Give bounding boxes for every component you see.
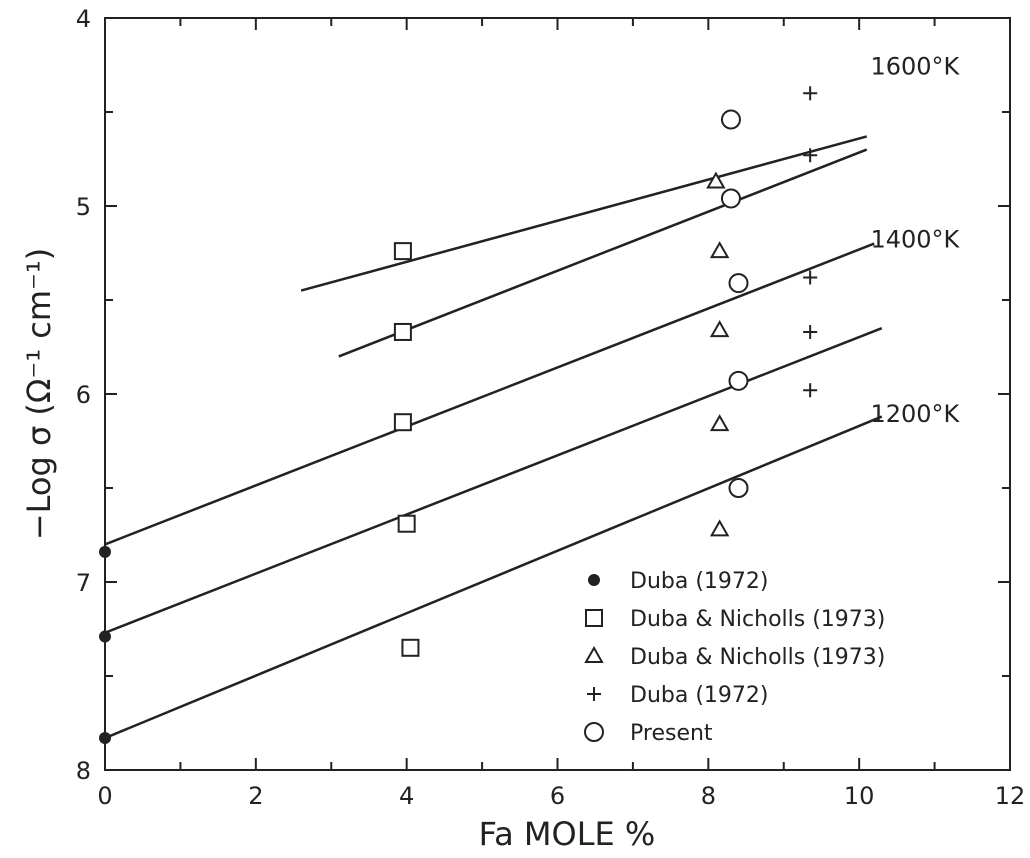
circle-marker bbox=[728, 478, 749, 498]
fit-line bbox=[104, 415, 883, 740]
curve-label: 1200°K bbox=[870, 400, 960, 428]
plus-marker bbox=[587, 687, 601, 701]
circle-marker bbox=[720, 109, 741, 130]
curve-label: 1400°K bbox=[870, 225, 960, 253]
square-marker bbox=[401, 638, 420, 657]
curve-labels: 1600°K 1400°K 1200°K bbox=[870, 52, 960, 428]
x-tick-label: 4 bbox=[399, 782, 414, 810]
triangle-marker bbox=[709, 519, 730, 537]
filled-dot-marker bbox=[99, 630, 111, 643]
axis-ticks bbox=[104, 17, 1011, 771]
plus-marker bbox=[803, 148, 818, 163]
x-tick-label: 12 bbox=[995, 782, 1026, 810]
legend-entry-label: Duba (1972) bbox=[630, 683, 768, 708]
triangle-marker bbox=[584, 645, 604, 663]
triangle-marker bbox=[709, 414, 730, 432]
y-tick-label: 6 bbox=[76, 381, 91, 409]
x-tick-label: 2 bbox=[248, 782, 263, 810]
legend-entry-label: Present bbox=[630, 721, 713, 746]
x-tick-label: 8 bbox=[701, 782, 716, 810]
x-tick-label: 6 bbox=[550, 782, 565, 810]
y-tick-labels: 4 5 6 7 8 bbox=[76, 5, 91, 785]
triangle-marker bbox=[706, 171, 726, 189]
legend: Duba (1972) Duba & Nicholls (1973) Duba & … bbox=[584, 569, 885, 746]
square-marker bbox=[397, 514, 416, 533]
legend-entry-label: Duba & Nicholls (1973) bbox=[630, 645, 885, 670]
triangle-marker bbox=[709, 241, 730, 259]
circle-marker bbox=[728, 273, 749, 294]
square-marker bbox=[393, 322, 412, 341]
filled-dot-marker bbox=[99, 545, 111, 558]
circle-marker bbox=[720, 188, 741, 209]
fit-line bbox=[338, 148, 868, 358]
y-tick-label: 7 bbox=[76, 569, 91, 597]
y-tick-label: 8 bbox=[76, 757, 91, 785]
square-marker bbox=[393, 413, 412, 432]
data-markers bbox=[99, 86, 818, 745]
plus-marker bbox=[803, 383, 818, 398]
plus-marker bbox=[803, 86, 818, 101]
triangle-marker bbox=[709, 320, 730, 338]
fit-line bbox=[104, 242, 875, 546]
fit-lines bbox=[104, 135, 883, 740]
x-tick-label: 0 bbox=[97, 782, 112, 810]
x-axis-title: Fa MOLE % bbox=[479, 815, 656, 853]
filled-dot-marker bbox=[99, 732, 111, 745]
filled-dot-marker bbox=[588, 574, 600, 586]
fit-line bbox=[104, 327, 883, 634]
y-axis-title: −Log σ (Ω⁻¹ cm⁻¹) bbox=[20, 248, 58, 540]
square-marker bbox=[393, 242, 412, 261]
plus-marker bbox=[803, 270, 818, 285]
fit-line bbox=[300, 135, 868, 292]
y-tick-label: 4 bbox=[76, 5, 91, 33]
y-tick-label: 5 bbox=[76, 193, 91, 221]
curve-label: 1600°K bbox=[870, 52, 960, 80]
circle-marker bbox=[728, 370, 749, 391]
plus-marker bbox=[803, 324, 818, 339]
square-marker bbox=[585, 609, 603, 627]
x-tick-label: 10 bbox=[844, 782, 875, 810]
legend-entry-label: Duba (1972) bbox=[630, 569, 768, 594]
circle-marker bbox=[584, 722, 604, 742]
legend-entry-label: Duba & Nicholls (1973) bbox=[630, 607, 885, 632]
x-tick-labels: 0 2 4 6 8 10 12 bbox=[97, 782, 1025, 810]
